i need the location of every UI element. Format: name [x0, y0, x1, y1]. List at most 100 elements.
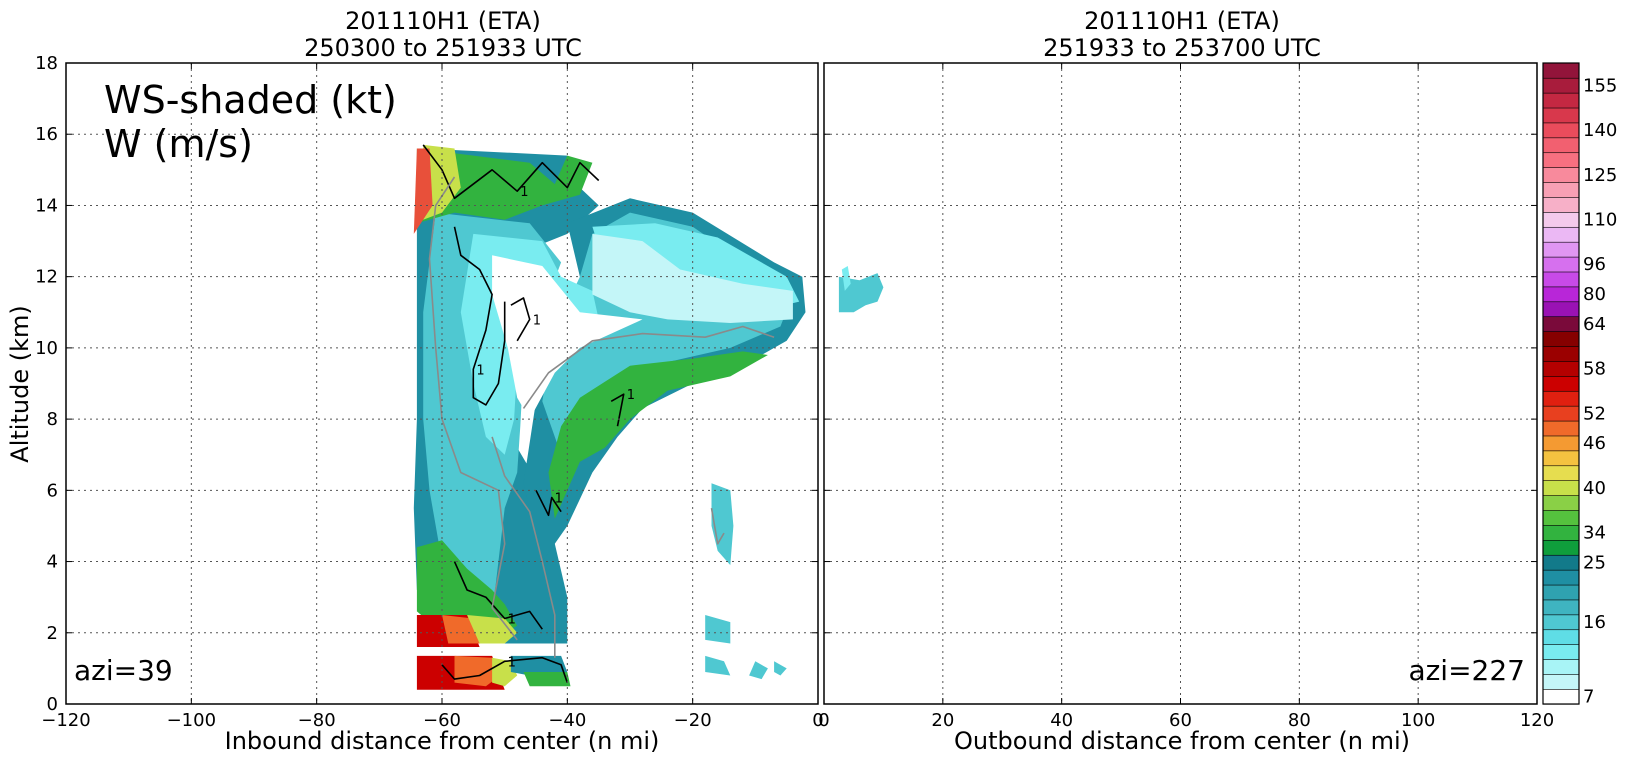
colorbar-label-9: 80: [1583, 284, 1606, 305]
left-shaded-region-6: [592, 233, 793, 323]
colorbar-frame: [1542, 62, 1580, 705]
colorbar-segment-20: [1542, 390, 1580, 407]
colorbar-segment-36: [1542, 152, 1580, 168]
left-contour-line-2: [510, 297, 531, 342]
colorbar-segment-18: [1542, 420, 1580, 437]
left-shaded-region-10: [413, 148, 433, 234]
colorbar-segment-13: [1542, 494, 1580, 511]
left-x-tick-label-6: 0: [812, 710, 823, 731]
right-x-tick-label-4: 80: [1288, 710, 1311, 731]
left-y-tick-label-1: 2: [47, 623, 58, 644]
right-x-tick-label-5: 100: [1401, 710, 1435, 731]
colorbar-label-5: 46: [1583, 433, 1606, 454]
left-shaded-region-24: [749, 661, 768, 680]
left-y-tick-label-7: 14: [35, 195, 58, 216]
colorbar-segment-32: [1542, 211, 1580, 228]
right-x-tick-label-3: 60: [1169, 710, 1192, 731]
left-y-tick-label-8: 16: [35, 124, 58, 145]
colorbar-segment-3: [1542, 644, 1580, 660]
left-contour-line-9: [522, 325, 775, 409]
colorbar-segment-16: [1542, 450, 1580, 467]
colorbar-segment-41: [1542, 77, 1580, 94]
left-contour-label-0: 1: [520, 185, 528, 200]
left-contour-line-10: [710, 507, 725, 545]
colorbar-label-8: 64: [1583, 314, 1606, 335]
colorbar: 7 16 25 34 40 46 52 58 64 80 96 110 125 140 155: [1542, 62, 1617, 708]
colorbar-segment-38: [1542, 122, 1580, 139]
left-contour-line-8: [491, 436, 556, 658]
left-shaded-region-21: [711, 483, 734, 566]
colorbar-segment-11: [1542, 524, 1580, 541]
left-shaded-region-8: [416, 148, 593, 224]
colorbar-segment-31: [1542, 226, 1580, 243]
left-shaded-region-9: [423, 144, 461, 220]
right-title-line-1: 201110H1 (ETA): [1084, 7, 1280, 35]
left-y-tick-label-9: 18: [35, 53, 58, 74]
colorbar-segment-42: [1542, 62, 1580, 79]
colorbar-segment-26: [1542, 301, 1580, 318]
left-contour-line-7: [428, 176, 518, 641]
right-title-line-2: 251933 to 253700 UTC: [1043, 34, 1321, 62]
colorbar-segment-7: [1542, 584, 1580, 601]
left-panel: 201110H1 (ETA) 250300 to 251933 UTC 1111…: [6, 7, 824, 755]
left-contour-line-6: [441, 656, 569, 683]
w-annotation: W (m/s): [104, 122, 253, 166]
colorbar-segment-23: [1542, 345, 1580, 362]
left-x-tick-label-1: −100: [167, 710, 216, 731]
left-shaded-region-11: [548, 351, 768, 519]
left-x-tick-label-3: −60: [423, 710, 461, 731]
right-x-tick-label-6: 120: [1520, 710, 1554, 731]
colorbar-segment-6: [1542, 599, 1580, 616]
colorbar-label-11: 110: [1583, 210, 1617, 231]
colorbar-label-3: 34: [1583, 523, 1606, 544]
colorbar-segment-24: [1542, 331, 1580, 347]
colorbar-segment-12: [1542, 509, 1580, 526]
colorbar-segment-37: [1542, 137, 1580, 154]
right-tick-group: 0 20 40 60 80 100 120: [818, 62, 1554, 731]
colorbar-segment-19: [1542, 405, 1580, 422]
right-x-tick-label-2: 40: [1050, 710, 1073, 731]
left-contour-line-3: [610, 393, 625, 427]
colorbar-segment-30: [1542, 241, 1580, 258]
left-x-tick-label-0: −120: [41, 710, 90, 731]
right-plot-area: [838, 266, 884, 313]
colorbar-segment-1: [1542, 673, 1580, 690]
left-y-tick-label-6: 12: [35, 267, 58, 288]
colorbar-segment-34: [1542, 181, 1580, 198]
colorbar-label-0: 7: [1583, 687, 1594, 708]
colorbar-segment-8: [1542, 569, 1580, 586]
left-shaded-region-19: [510, 655, 568, 676]
colorbar-segment-9: [1542, 554, 1580, 571]
left-shaded-region-22: [705, 615, 731, 644]
colorbar-segment-40: [1542, 92, 1580, 109]
colorbar-segment-39: [1542, 107, 1580, 124]
colorbar-label-4: 40: [1583, 478, 1606, 499]
right-azi-label: azi=227: [1408, 654, 1525, 687]
left-contour-line-1: [453, 226, 506, 406]
colorbar-segment-25: [1542, 316, 1580, 332]
ws-shaded-annotation: WS-shaded (kt): [104, 78, 397, 122]
left-y-tick-label-3: 6: [47, 480, 58, 501]
left-contour-label-4: 1: [555, 491, 563, 506]
left-contour-line-5: [453, 561, 543, 630]
colorbar-segment-28: [1542, 271, 1580, 288]
left-azi-label: azi=39: [74, 654, 173, 687]
colorbar-segment-33: [1542, 196, 1580, 213]
left-y-tick-label-5: 10: [35, 338, 58, 359]
left-x-tick-label-4: −40: [548, 710, 586, 731]
right-panel: 201110H1 (ETA) 251933 to 253700 UTC 0 20 4…: [818, 7, 1554, 755]
colorbar-segment-2: [1542, 658, 1580, 675]
colorbar-label-6: 52: [1583, 403, 1606, 424]
left-y-tick-label-2: 4: [47, 552, 58, 573]
colorbar-label-2: 25: [1583, 552, 1606, 573]
right-shaded-region-1: [841, 266, 851, 291]
left-title-line-1: 201110H1 (ETA): [345, 7, 541, 35]
right-x-tick-label-0: 0: [818, 710, 829, 731]
right-x-tick-label-1: 20: [931, 710, 954, 731]
colorbar-segment-27: [1542, 286, 1580, 303]
left-contour-label-6: 1: [508, 655, 516, 670]
left-shaded-region-20: [523, 672, 571, 687]
colorbar-segment-4: [1542, 629, 1580, 645]
left-x-axis-label: Inbound distance from center (n mi): [225, 727, 660, 755]
